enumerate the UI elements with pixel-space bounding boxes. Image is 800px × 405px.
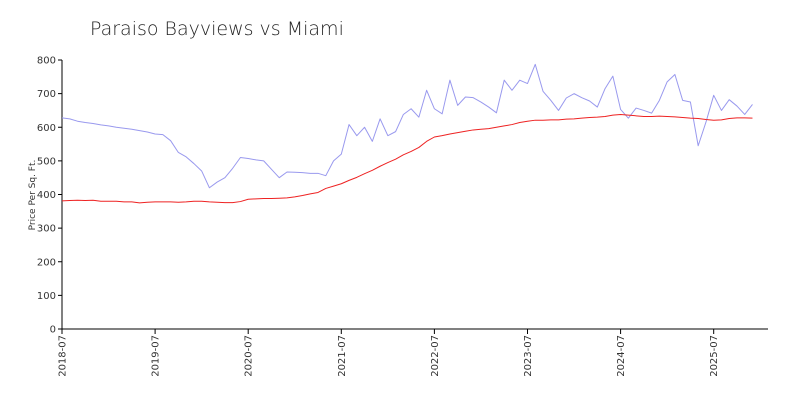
x-tick-label: 2024-07 <box>616 335 627 377</box>
y-tick-label: 800 <box>37 56 56 67</box>
y-tick-label: 0 <box>50 325 56 336</box>
y-axis-label: Price Per Sq. Ft. <box>28 160 38 231</box>
y-tick-label: 700 <box>37 89 56 100</box>
chart-title: Paraiso Bayviews vs Miami <box>90 18 344 40</box>
y-tick-label: 400 <box>37 190 56 201</box>
x-tick-label: 2019-07 <box>151 335 162 377</box>
series-line-2 <box>61 113 753 204</box>
series-layer <box>61 63 753 204</box>
x-tick-label: 2025-07 <box>709 335 720 377</box>
x-tick-label: 2023-07 <box>523 335 534 377</box>
axes: 0 100 200 300 400 500 600 700 800 2018-07 2019-07 2… <box>37 56 768 377</box>
series-line-1 <box>61 63 753 189</box>
y-tick-label: 200 <box>37 257 56 268</box>
x-tick-label: 2021-07 <box>337 335 348 377</box>
x-tick-label: 2020-07 <box>244 335 255 377</box>
y-tick-label: 500 <box>37 156 56 167</box>
y-tick-label: 300 <box>37 224 56 235</box>
y-tick-label: 600 <box>37 123 56 134</box>
y-tick-label: 100 <box>37 291 56 302</box>
x-tick-label: 2022-07 <box>430 335 441 377</box>
x-tick-label: 2018-07 <box>58 335 69 377</box>
